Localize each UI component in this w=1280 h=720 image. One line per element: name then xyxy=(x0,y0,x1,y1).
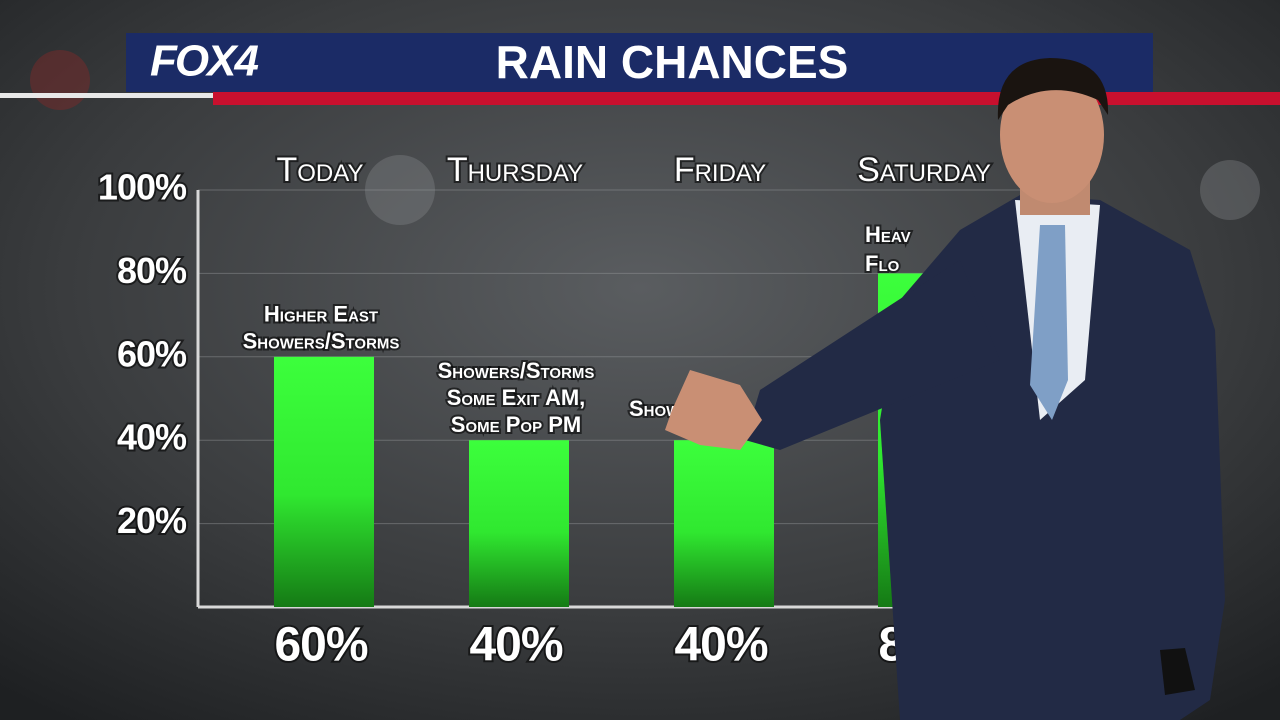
bar xyxy=(274,356,374,607)
value-label: 40% xyxy=(469,619,562,672)
value-label: 40% xyxy=(674,619,767,672)
bokeh xyxy=(1200,160,1260,220)
hand xyxy=(665,370,762,450)
x-tick-label: Thursday xyxy=(447,151,583,189)
bar-annotation: Some Exit AM, xyxy=(447,385,586,410)
bar-annotation: Higher East xyxy=(264,302,378,327)
x-tick-label: Today xyxy=(276,151,363,189)
logo: FOX4 xyxy=(150,37,258,86)
bokeh xyxy=(30,50,90,110)
bar-annotation: Flo xyxy=(865,251,900,276)
presenter xyxy=(665,58,1225,720)
bar-annotation: Some Pop PM xyxy=(451,412,581,437)
value-label: 60% xyxy=(274,619,367,672)
header-red-stripe xyxy=(213,92,1280,105)
y-tick-label: 80% xyxy=(117,250,187,291)
bar xyxy=(674,440,774,607)
y-tick-label: 40% xyxy=(117,417,187,458)
bokeh xyxy=(365,155,435,225)
arm xyxy=(745,260,1000,450)
y-tick-label: 20% xyxy=(117,500,187,541)
header-white-stripe xyxy=(0,93,213,98)
bar xyxy=(469,440,569,607)
chart-title: RAIN CHANCES xyxy=(496,36,849,88)
clicker xyxy=(1160,648,1195,695)
bar-annotation: Showers/Storms xyxy=(243,329,400,354)
y-tick-label: 100% xyxy=(98,167,187,208)
x-tick-label: Friday xyxy=(674,151,766,189)
bar-annotation: Heav xyxy=(865,222,911,247)
header-bar xyxy=(126,33,1153,92)
tie xyxy=(1030,225,1068,420)
bar-annotation: Showers/Storms xyxy=(438,358,595,383)
y-tick-label: 60% xyxy=(117,333,187,374)
head xyxy=(1000,67,1104,203)
hair xyxy=(997,58,1109,120)
x-tick-label: Saturday xyxy=(857,151,991,189)
